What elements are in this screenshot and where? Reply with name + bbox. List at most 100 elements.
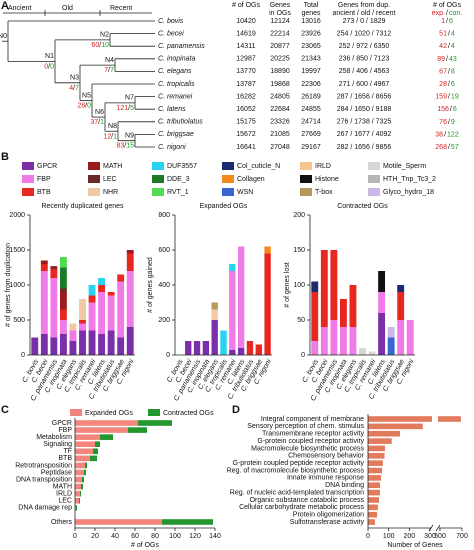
separator: / xyxy=(446,10,448,17)
separator: / xyxy=(108,67,110,74)
bar-segment xyxy=(117,281,125,338)
bar-segment xyxy=(88,302,96,331)
bar-segment xyxy=(237,246,245,348)
con-count: 4 xyxy=(451,30,455,37)
node-change: 83/15 xyxy=(116,143,134,150)
bar-segment xyxy=(76,505,77,511)
legend-label: Collagen xyxy=(237,176,265,183)
bar-segment xyxy=(75,505,76,511)
gain: 83 xyxy=(116,143,124,150)
bar-segment xyxy=(220,330,227,355)
table-cell: 27048 xyxy=(270,144,290,151)
gain: 121 xyxy=(116,105,128,112)
axis xyxy=(74,418,215,529)
gain: 4 xyxy=(69,85,73,92)
legend-swatch xyxy=(22,162,34,170)
bar xyxy=(368,430,401,437)
legend-swatch xyxy=(368,175,380,183)
node-name: N4 xyxy=(105,57,114,64)
bar-segment xyxy=(359,348,366,355)
exp-count: 159 xyxy=(435,93,447,100)
category-label: Sensory perception of chem. stimulus xyxy=(247,423,364,430)
node-name: N7 xyxy=(125,95,134,102)
bar-segment xyxy=(50,266,58,270)
table-cell: 14619 xyxy=(236,30,256,37)
bar-segment xyxy=(255,344,262,355)
bar xyxy=(368,482,380,489)
bar-segment xyxy=(75,441,95,448)
bar xyxy=(368,416,461,422)
bar xyxy=(368,423,423,430)
bar-segment xyxy=(339,327,347,355)
bar-segment xyxy=(126,327,134,355)
x-tick-label: 20 xyxy=(91,533,99,540)
table-cell: 236 / 850 / 7123 xyxy=(339,56,390,63)
species-name: C. bovis xyxy=(158,18,184,25)
bar-segment xyxy=(229,349,236,355)
bar-segment xyxy=(128,427,147,433)
y-tick-label: 150 xyxy=(293,247,305,254)
legend-swatch xyxy=(88,162,100,170)
table-cell: 38/122 xyxy=(435,131,459,138)
separator: / xyxy=(448,81,450,88)
axis xyxy=(367,414,462,529)
species-name: C. inopinata xyxy=(158,56,195,63)
category-label: DNA damage rep xyxy=(18,505,72,512)
exp-count: 28 xyxy=(439,81,447,88)
bar xyxy=(368,511,378,518)
legend-swatch xyxy=(88,188,100,196)
separator: / xyxy=(446,18,448,25)
bar-segment xyxy=(397,320,405,355)
node-change: 7/7 xyxy=(104,67,114,74)
bar-segment xyxy=(339,299,347,327)
category-label: LEC xyxy=(58,498,72,505)
table-cell: 26189 xyxy=(301,93,321,100)
separator: / xyxy=(124,143,126,150)
category-label: Peptidase xyxy=(41,469,72,476)
x-tick-label: 700 xyxy=(456,533,468,540)
exp-count: 76 xyxy=(439,119,447,126)
table-cell: 15175 xyxy=(236,119,256,126)
legend-swatch xyxy=(222,188,234,196)
bar-segment xyxy=(81,483,83,490)
exp-count: 1 xyxy=(441,18,445,25)
bar-segment xyxy=(138,420,172,426)
exp-count: 89 xyxy=(437,56,445,63)
node-name: N1 xyxy=(45,53,54,60)
category-label: G-protein coupled receptor activity xyxy=(257,438,364,445)
x-tick-label: 0 xyxy=(73,533,77,540)
bar-segment xyxy=(59,267,67,289)
bar-segment xyxy=(98,285,106,292)
legend-swatch xyxy=(152,175,164,183)
bar-segment xyxy=(264,246,271,254)
subplot-title: Contracted OGs xyxy=(337,203,388,210)
separator: / xyxy=(446,56,448,63)
bar-segment xyxy=(98,334,106,355)
gain: 0 xyxy=(44,63,48,70)
bar-segment xyxy=(88,295,96,303)
bar-segment xyxy=(126,253,134,271)
category-label: DNA transposition xyxy=(16,476,72,483)
legend-swatch xyxy=(22,188,34,196)
bar-segment xyxy=(320,327,328,355)
bar-segment xyxy=(50,278,58,338)
species-name: C. nigoni xyxy=(158,144,186,151)
table-cell: 24805 xyxy=(270,93,290,100)
table-cell: 67/8 xyxy=(439,68,455,75)
table-cell: 76/9 xyxy=(439,119,455,126)
bar-segment xyxy=(90,455,97,462)
axis-break-gap xyxy=(432,414,438,533)
table-cell: 159/19 xyxy=(435,93,459,100)
y-tick-label: 0 xyxy=(21,352,25,359)
category-label: IRLD xyxy=(56,491,72,498)
bar-segment xyxy=(88,285,96,296)
table-cell: 20225 xyxy=(270,56,290,63)
bar-segment xyxy=(59,292,67,310)
bar-segment xyxy=(193,341,201,355)
legend-swatch xyxy=(152,188,164,196)
bar-segment xyxy=(95,441,100,448)
bar xyxy=(368,475,382,481)
species-name: C. latens xyxy=(158,106,186,113)
legend-label: T-box xyxy=(315,189,333,196)
